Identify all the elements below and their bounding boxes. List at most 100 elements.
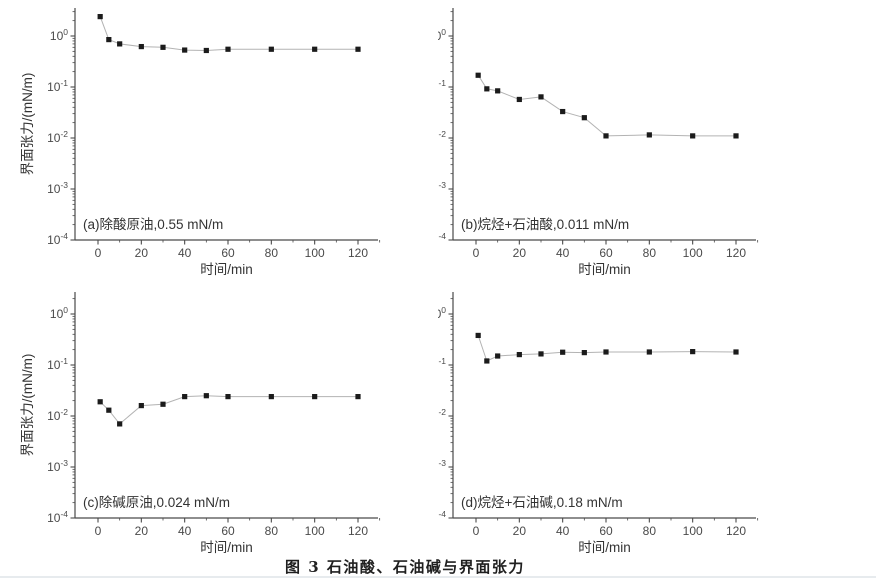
data-point-marker	[355, 46, 361, 52]
x-tick-label: 40	[178, 524, 192, 538]
data-point-marker	[581, 115, 587, 121]
x-tick-label: 0	[95, 246, 102, 260]
x-tick-label: 120	[726, 246, 746, 260]
data-point-marker	[268, 394, 274, 400]
x-tick-label: 100	[683, 246, 703, 260]
data-point-marker	[495, 353, 501, 359]
subplot-annotation: (d)烷烃+石油碱,0.18 mN/m	[461, 495, 623, 510]
y-tick-label: 10-2	[438, 129, 446, 145]
x-tick-label: 40	[178, 246, 192, 260]
data-point-marker	[484, 86, 490, 92]
y-tick-label: 10-4	[438, 509, 446, 525]
x-tick-label: 0	[95, 524, 102, 538]
data-point-marker	[495, 88, 501, 94]
data-point-marker	[690, 349, 696, 355]
subplot-annotation: (b)烷烃+石油酸,0.011 mN/m	[461, 217, 629, 232]
data-point-marker	[138, 43, 144, 50]
y-tick-label: 100	[50, 305, 68, 321]
y-tick-label: 100	[438, 27, 446, 43]
data-point-marker	[106, 407, 112, 413]
data-series-line	[99, 395, 358, 425]
data-point-marker	[225, 46, 231, 52]
data-point-marker	[646, 349, 652, 355]
x-tick-label: 0	[473, 246, 480, 260]
y-tick-label: 10-1	[47, 78, 68, 94]
x-axis-title: 时间/min	[200, 262, 253, 277]
data-point-marker	[560, 108, 566, 115]
y-tick-label: 10-3	[438, 180, 446, 196]
data-point-marker	[203, 47, 209, 54]
x-tick-label: 60	[599, 246, 613, 260]
x-tick-label: 20	[135, 524, 149, 538]
x-tick-label: 100	[305, 524, 325, 538]
y-tick-label: 10-2	[47, 407, 68, 423]
data-point-marker	[225, 394, 231, 400]
x-tick-label: 120	[726, 524, 746, 538]
x-tick-label: 60	[221, 524, 235, 538]
y-tick-label: 100	[438, 305, 446, 321]
data-point-marker	[117, 41, 123, 47]
data-point-marker	[182, 47, 188, 53]
x-tick-label: 80	[265, 524, 279, 538]
data-point-marker	[560, 349, 566, 355]
subplot-d: 100 10-1 10-2 10-3 10-4 0 20 40 60 80 100 120 (d)烷烃+…	[438, 285, 876, 558]
x-tick-label: 100	[683, 524, 703, 538]
y-tick-label: 10-2	[47, 129, 68, 145]
data-point-marker	[97, 14, 103, 20]
page-bottom-border	[0, 576, 876, 578]
x-tick-label: 40	[556, 246, 570, 260]
subplot-annotation: (c)除碱原油,0.024 mN/m	[83, 495, 230, 510]
y-tick-label: 10-1	[438, 78, 446, 94]
subplot-svg-b: 100 10-1 10-2 10-3 10-4 0 20 40 60 80 100 120 (b)烷烃+…	[438, 8, 759, 277]
subplot-c: 100 10-1 10-2 10-3 10-4 0 20 40 60 80 100 120 (c)除碱原…	[0, 285, 438, 558]
subplot-svg-c: 100 10-1 10-2 10-3 10-4 0 20 40 60 80 100 120 (c)除碱原…	[20, 292, 381, 555]
y-tick-label: 10-4	[438, 231, 446, 247]
x-tick-label: 120	[348, 246, 368, 260]
data-point-marker	[106, 36, 112, 43]
data-point-marker	[475, 72, 481, 78]
x-tick-label: 20	[513, 524, 527, 538]
data-point-marker	[312, 46, 318, 52]
x-tick-label: 20	[135, 246, 149, 260]
data-point-marker	[160, 401, 166, 407]
data-point-marker	[733, 349, 739, 355]
data-point-marker	[182, 394, 188, 400]
subplot-svg-d: 100 10-1 10-2 10-3 10-4 0 20 40 60 80 100 120 (d)烷烃+…	[438, 292, 759, 555]
x-tick-label: 120	[348, 524, 368, 538]
figure-caption: 图 3 石油酸、石油碱与界面张力	[285, 558, 525, 576]
x-tick-label: 100	[305, 246, 325, 260]
data-point-marker	[117, 421, 123, 427]
x-tick-label: 80	[265, 246, 279, 260]
y-tick-label: 10-3	[438, 458, 446, 474]
data-point-marker	[138, 402, 144, 409]
data-point-marker	[203, 393, 209, 399]
data-series-line	[477, 74, 736, 137]
y-axis-title: 界面张力/(mN/m)	[20, 73, 35, 176]
data-point-marker	[538, 351, 544, 357]
x-axis-title: 时间/min	[578, 262, 631, 277]
data-point-marker	[646, 132, 652, 138]
data-point-marker	[475, 332, 481, 339]
y-tick-label: 10-1	[47, 356, 68, 372]
y-tick-label: 10-2	[438, 407, 446, 423]
y-axis-title: 界面张力/(mN/m)	[20, 354, 35, 457]
data-point-marker	[160, 44, 166, 50]
data-point-marker	[516, 351, 522, 358]
data-point-marker	[581, 350, 587, 356]
y-tick-label: 10-4	[47, 509, 68, 525]
data-point-marker	[603, 349, 609, 355]
data-point-marker	[97, 399, 103, 405]
subplot-svg-a: 100 10-1 10-2 10-3 10-4 0 20 40 60 80 100 120 (a)除酸原…	[20, 8, 381, 277]
y-tick-label: 10-1	[438, 356, 446, 372]
y-tick-label: 10-3	[47, 180, 68, 196]
x-tick-label: 60	[599, 524, 613, 538]
subplot-annotation: (a)除酸原油,0.55 mN/m	[83, 217, 223, 232]
data-point-marker	[538, 94, 544, 100]
x-axis-title: 时间/min	[578, 540, 631, 555]
x-tick-label: 60	[221, 246, 235, 260]
data-point-marker	[733, 133, 739, 139]
y-tick-label: 100	[50, 27, 68, 43]
x-tick-label: 80	[643, 524, 657, 538]
subplot-a: 100 10-1 10-2 10-3 10-4 0 20 40 60 80 100 120 (a)除酸原…	[0, 0, 438, 285]
